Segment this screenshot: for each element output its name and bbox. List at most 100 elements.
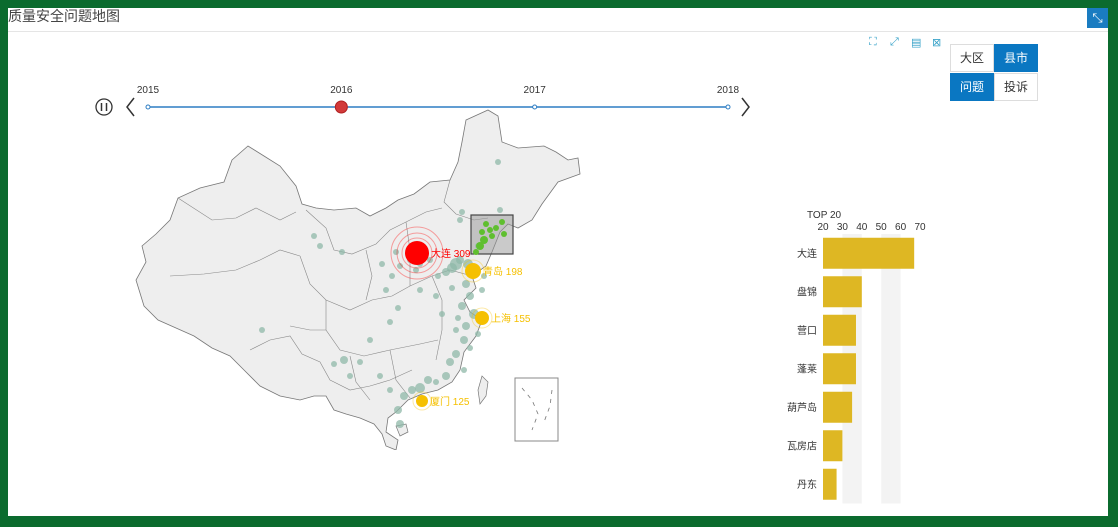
china-outline [135, 109, 581, 450]
map-scatter-dot [461, 367, 467, 373]
map-scatter-dot [389, 273, 395, 279]
bar[interactable] [823, 391, 853, 423]
map-scatter-dot [383, 287, 389, 293]
bar-category-label: 丹东 [797, 478, 817, 491]
map-scatter-dot-selected [473, 249, 479, 255]
bar-category-label: 盘锦 [797, 285, 817, 298]
city-marker[interactable] [465, 263, 481, 279]
map-scatter-dot [379, 261, 385, 267]
toggle-metric-issue[interactable]: 问题 [950, 73, 994, 101]
taiwan [477, 375, 489, 405]
map-scatter-dot [400, 392, 408, 400]
map-scatter-dot-selected [501, 231, 507, 237]
map-scatter-dot-selected [499, 219, 505, 225]
map-scatter-dot [481, 273, 487, 279]
timeline-year-label[interactable]: 2015 [137, 85, 160, 96]
map-scatter-dot [311, 233, 317, 239]
map-scatter-dot [413, 267, 419, 273]
map-scatter-dot [435, 273, 441, 279]
timeline-prev-icon[interactable] [126, 97, 135, 117]
map-scatter-dot [458, 302, 466, 310]
map-scatter-dot [395, 305, 401, 311]
map-scatter-dot [475, 331, 481, 337]
expand-icon[interactable]: ⤡ [1087, 8, 1108, 28]
bar[interactable] [823, 353, 856, 385]
map-scatter-dot [357, 359, 363, 365]
bar-category-label: 瓦房店 [787, 439, 817, 452]
map-scatter-dot-selected [493, 225, 499, 231]
map-scatter-dot [394, 406, 402, 414]
map-scatter-dot [417, 287, 423, 293]
zoom-reset-icon[interactable]: ⤢ [890, 36, 899, 48]
data-view-icon[interactable]: ▤ [911, 37, 922, 49]
timeline-year-label[interactable]: 2018 [717, 85, 740, 96]
map-scatter-dot [446, 358, 454, 366]
map-scatter-dot [467, 345, 473, 351]
map-scatter-dot [449, 285, 455, 291]
effect-ripple [396, 232, 438, 274]
play-pause-button[interactable] [95, 98, 113, 116]
toggle-region-district[interactable]: 大区 [950, 44, 994, 72]
map-scatter-dot [442, 372, 450, 380]
bar-x-tick-label: 50 [876, 222, 888, 233]
map-scatter-dot [479, 287, 485, 293]
map-scatter-dot-selected [489, 233, 495, 239]
map-scatter-dot [424, 376, 432, 384]
bar[interactable] [823, 237, 915, 269]
zoom-select-icon[interactable]: ⛶ [869, 36, 877, 48]
bar[interactable] [823, 430, 843, 462]
city-label: 青岛 198 [483, 265, 523, 278]
map-scatter-dot [455, 315, 461, 321]
bar-grid-stripe [881, 234, 901, 504]
timeline-year-label[interactable]: 2017 [524, 85, 547, 96]
timeline-year-label[interactable]: 2016 [330, 85, 353, 96]
map-scatter-dot [397, 263, 403, 269]
map-scatter-dot [347, 373, 353, 379]
city-label: 大连 309 [431, 247, 471, 260]
map-scatter-dot [497, 207, 503, 213]
timeline-year-dot[interactable] [532, 104, 538, 110]
map-scatter-dot [457, 217, 463, 223]
china-map: 大连 309 青岛 198 上海 155 厦门 125 [135, 109, 581, 450]
province-borders [169, 179, 489, 401]
save-image-icon[interactable]: ⊠ [932, 37, 942, 49]
bar-category-label: 大连 [797, 247, 817, 260]
bar[interactable] [823, 276, 862, 308]
city-marker[interactable] [405, 241, 429, 265]
effect-ripple [471, 307, 493, 329]
map-scatter-dot [340, 356, 348, 364]
bar-x-tick-label: 60 [895, 222, 907, 233]
map-scatter-dot [462, 322, 470, 330]
toggle-metric-complaint[interactable]: 投诉 [994, 73, 1038, 101]
map-scatter-dot [439, 311, 445, 317]
city-label: 厦门 125 [430, 395, 470, 408]
effect-ripple [390, 226, 444, 280]
map-scatter-dot [377, 373, 383, 379]
bar-x-tick-label: 20 [817, 222, 829, 233]
map-scatter-dot-selected [479, 229, 485, 235]
map-scatter-dot [442, 268, 450, 276]
toggle-region-county[interactable]: 县市 [994, 44, 1038, 72]
map-scatter-dot [459, 209, 465, 215]
map-scatter-dot [450, 258, 462, 270]
timeline-year-dot[interactable] [725, 104, 731, 110]
bar-x-tick-label: 70 [914, 222, 926, 233]
timeline-current-marker[interactable] [334, 100, 348, 114]
map-scatter-dot [433, 379, 439, 385]
timeline-year-dot[interactable] [145, 104, 151, 110]
effect-ripple [461, 259, 485, 283]
map-scatter-dot [387, 387, 393, 393]
map-scatter-dot [460, 336, 468, 344]
page-title: 质量安全问题地图 [8, 8, 120, 24]
city-marker[interactable] [475, 311, 489, 325]
map-scatter-dot [339, 249, 345, 255]
city-marker[interactable] [416, 395, 428, 407]
bar[interactable] [823, 314, 856, 346]
map-scatter-dot-selected [487, 227, 493, 233]
map-scatter-dot [427, 257, 433, 263]
timeline-next-icon[interactable] [741, 97, 750, 117]
map-scatter-dot [462, 280, 470, 288]
city-label: 上海 155 [491, 312, 531, 325]
south-china-sea-inset [514, 377, 559, 442]
bar[interactable] [823, 468, 837, 500]
